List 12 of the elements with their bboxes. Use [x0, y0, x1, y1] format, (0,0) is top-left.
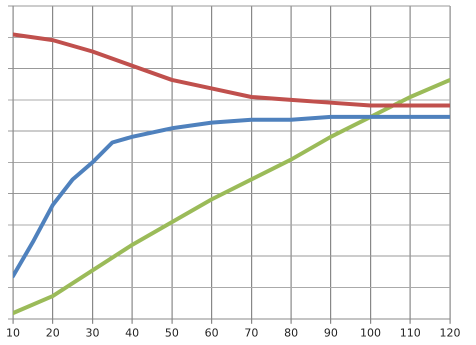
x-tick-label: 10	[6, 326, 20, 340]
x-tick-label: 110	[400, 326, 421, 340]
x-tick-label: 40	[125, 326, 140, 340]
x-tick-label: 80	[284, 326, 298, 340]
x-tick-label: 70	[244, 326, 258, 340]
x-tick-label: 30	[85, 326, 100, 340]
x-tick-label: 60	[204, 326, 219, 340]
x-tick-label: 20	[46, 326, 60, 340]
x-tick-label: 90	[324, 326, 338, 340]
x-tick-label: 120	[440, 326, 460, 340]
x-tick-label: 50	[164, 326, 179, 340]
x-tick-label: 100	[360, 326, 382, 340]
